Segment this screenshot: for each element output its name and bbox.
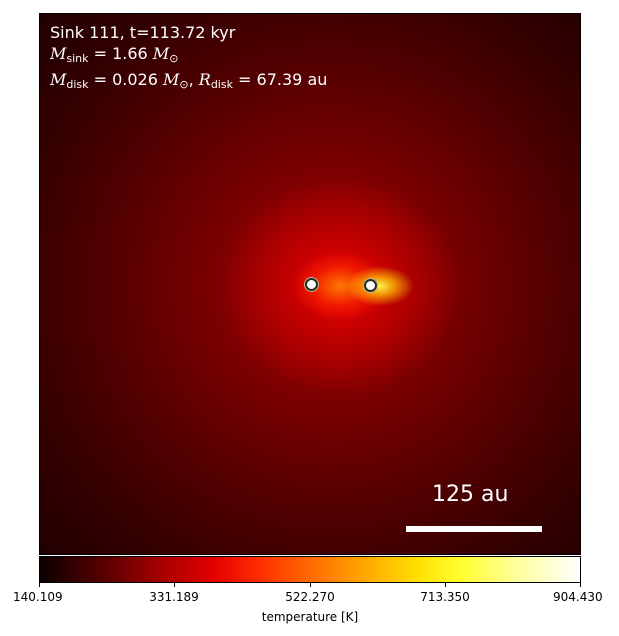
- sink-info: Sink 111, t=113.72 kyr Msink = 1.66 M⊙ M…: [50, 22, 327, 95]
- colorbar-title: temperature [K]: [261, 610, 359, 624]
- sink-mass-value: = 1.66: [88, 44, 153, 63]
- sink-mass-line: Msink = 1.66 M⊙: [50, 43, 327, 69]
- disk-mass-value: = 0.026: [88, 70, 163, 89]
- colorbar-tick-label-1: 331.189: [149, 590, 199, 604]
- sink-marker-1: [305, 278, 318, 291]
- disk-radius-value: = 67.39 au: [232, 70, 328, 89]
- sink-mass-unit-sub: ⊙: [169, 52, 179, 65]
- colorbar-tick-3: [445, 583, 446, 587]
- colorbar-tick-label-4: 904.430: [553, 590, 603, 604]
- sink-mass-symbol: M: [50, 44, 67, 63]
- disk-mass-unit-sub: ⊙: [179, 78, 189, 91]
- sink-marker-2: [364, 279, 377, 292]
- colorbar-tick-label-0: 140.109: [13, 590, 63, 604]
- colorbar-tick-1: [174, 583, 175, 587]
- disk-radius-symbol: R: [198, 70, 211, 89]
- sink-title: Sink 111, t=113.72 kyr: [50, 23, 236, 42]
- colorbar-tick-2: [310, 583, 311, 587]
- disk-mass-subscript: disk: [66, 78, 89, 91]
- colorbar: [39, 556, 581, 583]
- scalebar-label: 125 au: [432, 482, 509, 507]
- disk-mass-symbol: M: [50, 70, 67, 89]
- disk-separator: ,: [188, 70, 199, 89]
- disk-line: Mdisk = 0.026 M⊙, Rdisk = 67.39 au: [50, 69, 327, 95]
- colorbar-tick-label-3: 713.350: [420, 590, 470, 604]
- colorbar-tick-4: [580, 583, 581, 587]
- colorbar-tick-0: [39, 583, 40, 587]
- disk-radius-subscript: disk: [210, 78, 233, 91]
- sink-mass-subscript: sink: [66, 52, 89, 65]
- disk-mass-unit: M: [163, 70, 180, 89]
- scalebar: [406, 526, 542, 532]
- temperature-map: Sink 111, t=113.72 kyr Msink = 1.66 M⊙ M…: [39, 13, 581, 555]
- colorbar-tick-label-2: 522.270: [285, 590, 335, 604]
- sink-mass-unit: M: [152, 44, 170, 63]
